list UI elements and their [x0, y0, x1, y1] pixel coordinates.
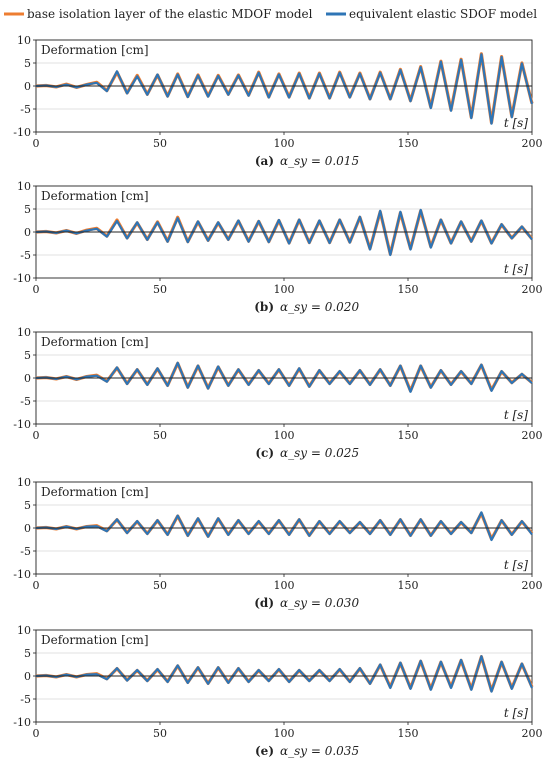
- time-axis-label: t [s]: [504, 706, 528, 720]
- x-tick-label: 0: [33, 137, 40, 150]
- time-axis-label: t [s]: [504, 116, 528, 130]
- series-line-mdof: [35, 655, 534, 693]
- x-tick-label: 200: [522, 283, 543, 296]
- caption-parameter: α_sy = 0.020: [280, 300, 359, 314]
- y-tick-label: 10: [17, 326, 31, 339]
- x-tick-label: 50: [153, 137, 167, 150]
- y-tick-label: -10: [13, 126, 31, 139]
- x-tick-label: 0: [33, 579, 40, 592]
- x-tick-label: 50: [153, 429, 167, 442]
- x-tick-label: 100: [274, 579, 295, 592]
- caption-letter: (e): [255, 744, 274, 758]
- x-tick-label: 150: [398, 429, 419, 442]
- x-tick-label: 100: [274, 137, 295, 150]
- y-tick-label: 0: [24, 522, 31, 535]
- x-tick-label: 150: [398, 727, 419, 740]
- series-line-sdof: [35, 361, 533, 393]
- x-tick-label: 100: [274, 283, 295, 296]
- y-tick-label: 5: [24, 499, 31, 512]
- caption-letter: (a): [255, 154, 274, 168]
- x-tick-label: 0: [33, 429, 40, 442]
- y-tick-label: 5: [24, 57, 31, 70]
- y-tick-label: -5: [20, 103, 31, 116]
- caption-letter: (c): [255, 446, 274, 460]
- time-axis-label: t [s]: [504, 262, 528, 276]
- y-tick-label: 0: [24, 226, 31, 239]
- y-tick-label: 10: [17, 476, 31, 489]
- y-tick-label: 5: [24, 203, 31, 216]
- panel-label: Deformation [cm]: [41, 485, 149, 499]
- y-tick-label: -10: [13, 716, 31, 729]
- y-tick-label: 5: [24, 349, 31, 362]
- x-tick-label: 50: [153, 579, 167, 592]
- x-tick-label: 150: [398, 283, 419, 296]
- panel-label: Deformation [cm]: [41, 633, 149, 647]
- x-tick-label: 0: [33, 727, 40, 740]
- legend-label-mdof: base isolation layer of the elastic MDOF…: [27, 7, 313, 21]
- x-tick-label: 0: [33, 283, 40, 296]
- y-tick-label: 0: [24, 372, 31, 385]
- y-tick-label: -10: [13, 418, 31, 431]
- time-axis-label: t [s]: [504, 408, 528, 422]
- x-tick-label: 100: [274, 429, 295, 442]
- x-tick-label: 200: [522, 137, 543, 150]
- y-tick-label: -5: [20, 545, 31, 558]
- series-line-sdof: [35, 511, 533, 542]
- caption-parameter: α_sy = 0.030: [280, 596, 359, 610]
- x-tick-label: 200: [522, 429, 543, 442]
- panel-label: Deformation [cm]: [41, 43, 149, 57]
- y-tick-label: -5: [20, 395, 31, 408]
- y-tick-label: 10: [17, 624, 31, 637]
- panel-label: Deformation [cm]: [41, 189, 149, 203]
- y-tick-label: -10: [13, 272, 31, 285]
- y-tick-label: -5: [20, 249, 31, 262]
- caption-parameter: α_sy = 0.035: [280, 744, 359, 758]
- y-tick-label: 10: [17, 34, 31, 47]
- caption-parameter: α_sy = 0.015: [280, 154, 359, 168]
- caption-letter: (d): [254, 596, 274, 610]
- x-tick-label: 200: [522, 579, 543, 592]
- y-tick-label: 10: [17, 180, 31, 193]
- x-tick-label: 50: [153, 727, 167, 740]
- x-tick-label: 150: [398, 579, 419, 592]
- y-tick-label: -5: [20, 693, 31, 706]
- x-tick-label: 150: [398, 137, 419, 150]
- panel-label: Deformation [cm]: [41, 335, 149, 349]
- time-axis-label: t [s]: [504, 558, 528, 572]
- x-tick-label: 100: [274, 727, 295, 740]
- legend-label-sdof: equivalent elastic SDOF model: [349, 7, 537, 21]
- y-tick-label: 5: [24, 647, 31, 660]
- caption-parameter: α_sy = 0.025: [280, 446, 359, 460]
- y-tick-label: -10: [13, 568, 31, 581]
- y-tick-label: 0: [24, 80, 31, 93]
- x-tick-label: 200: [522, 727, 543, 740]
- y-tick-label: 0: [24, 670, 31, 683]
- legend: base isolation layer of the elastic MDOF…: [4, 7, 537, 21]
- caption-letter: (b): [254, 300, 274, 314]
- x-tick-label: 50: [153, 283, 167, 296]
